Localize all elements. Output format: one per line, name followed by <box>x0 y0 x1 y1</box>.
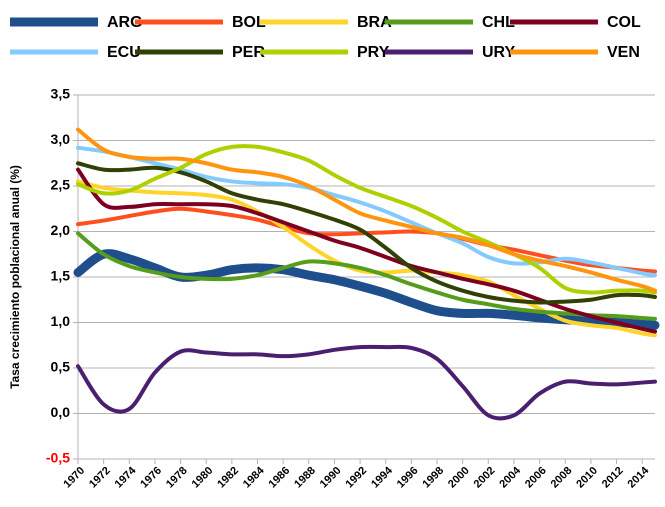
x-tick-label: 1990 <box>318 465 344 491</box>
x-tick-label: 2014 <box>626 464 652 490</box>
series-line <box>76 127 657 293</box>
y-tick-label: 2,0 <box>51 222 71 238</box>
x-tick-label: 1996 <box>395 465 421 491</box>
legend-label: BRA <box>357 14 392 31</box>
y-tick-label: 0,5 <box>51 359 71 375</box>
x-tick-label: 1974 <box>113 464 139 490</box>
x-tick-label: 1988 <box>292 465 318 491</box>
series-line <box>76 167 657 334</box>
y-tick-label: 3,5 <box>51 86 71 102</box>
series-line <box>76 144 657 295</box>
legend-label: ARG <box>107 14 143 31</box>
legend-label: PRY <box>357 44 390 61</box>
y-tick-label: -0,5 <box>46 450 70 466</box>
x-tick-label: 1986 <box>267 465 293 491</box>
legend-label: VEN <box>607 44 640 61</box>
legend-label: COL <box>607 14 641 31</box>
legend-label: PER <box>232 44 265 61</box>
x-tick-label: 1970 <box>61 465 87 491</box>
x-tick-label: 2000 <box>446 465 472 491</box>
series-line <box>76 206 657 274</box>
legend-label: URY <box>482 44 516 61</box>
x-tick-label: 1992 <box>343 465 369 491</box>
legend-label: BOL <box>232 14 266 31</box>
x-tick-label: 1984 <box>241 464 267 490</box>
y-tick-label: 2,5 <box>51 177 71 193</box>
x-tick-label: 2010 <box>574 465 600 491</box>
y-tick-label: 3,0 <box>51 131 71 147</box>
y-tick-label: 0,0 <box>51 404 71 420</box>
series-line <box>76 161 657 305</box>
x-tick-label: 2004 <box>497 464 523 490</box>
x-tick-label: 2006 <box>523 465 549 491</box>
series-line <box>76 344 657 421</box>
legend-label: CHL <box>482 14 515 31</box>
y-axis-label: Tasa crecimiento poblacional anual (%) <box>8 165 22 389</box>
x-tick-label: 1998 <box>420 465 446 491</box>
x-tick-label: 2002 <box>472 465 498 491</box>
y-tick-label: 1,5 <box>51 268 71 284</box>
y-tick-label: 1,0 <box>51 313 71 329</box>
x-tick-label: 1980 <box>190 465 216 491</box>
legend-label: ECU <box>107 44 141 61</box>
series-line <box>76 231 657 321</box>
x-tick-label: 2012 <box>600 465 626 491</box>
x-tick-label: 1972 <box>87 465 113 491</box>
x-tick-label: 2008 <box>549 465 575 491</box>
x-tick-label: 1982 <box>215 465 241 491</box>
x-tick-label: 1994 <box>369 464 395 490</box>
x-tick-label: 1978 <box>164 465 190 491</box>
x-tick-label: 1976 <box>138 465 164 491</box>
